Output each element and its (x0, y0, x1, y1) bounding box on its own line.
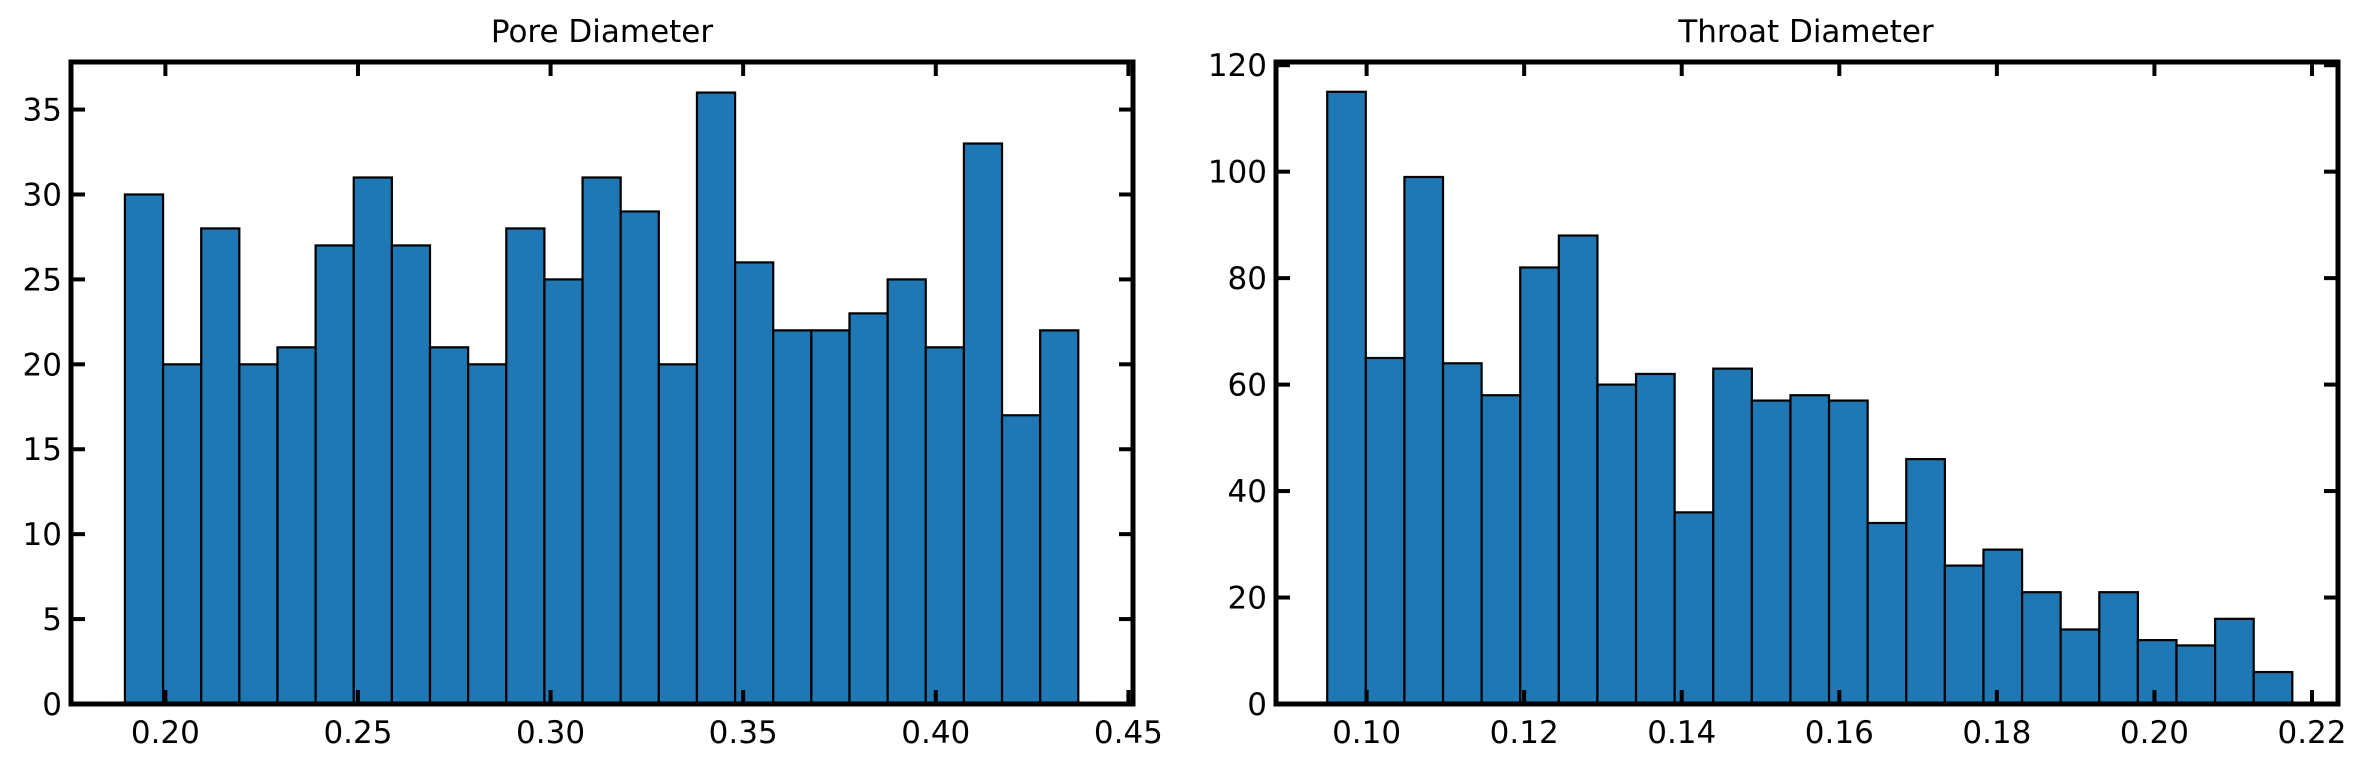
histogram-bar (581, 176, 622, 706)
y-tick-label: 0 (1247, 687, 1267, 723)
y-axis: 0 5 10 15 20 25 30 35 (23, 93, 1133, 723)
histogram-bar (314, 244, 355, 706)
histogram-bar (733, 261, 775, 706)
histogram-bar (848, 312, 889, 706)
pore-diameter-panel: Pore Diameter 0.20 0.25 0.30 0.35 0.40 0.45 0… (23, 14, 1163, 751)
histogram-bar (2136, 639, 2178, 706)
histogram-bar (123, 193, 165, 706)
histogram-bar (428, 346, 470, 706)
histogram-bar (1750, 399, 1792, 706)
y-tick-label: 120 (1208, 48, 1267, 84)
x-tick-label: 0.20 (2120, 715, 2189, 751)
histogram-bar (1982, 548, 2024, 706)
bars-group (1326, 90, 2294, 706)
histogram-bar (1364, 356, 1406, 706)
histogram-bar (619, 210, 660, 706)
x-tick-label: 0.40 (901, 715, 970, 751)
x-tick-label: 0.45 (1094, 715, 1163, 751)
y-tick-label: 60 (1228, 368, 1267, 404)
histogram-bar (1943, 564, 1985, 706)
y-tick-label: 5 (42, 602, 62, 638)
histogram-bar (1634, 372, 1676, 706)
throat-diameter-panel: Throat Diameter 0.10 0.12 0.14 0.16 0.18 0.20… (1208, 14, 2347, 751)
x-tick-label: 0.16 (1805, 715, 1874, 751)
histogram-bar (2020, 591, 2062, 706)
y-tick-label: 80 (1228, 261, 1267, 297)
x-tick-label: 0.35 (709, 715, 778, 751)
histogram-bar (810, 329, 851, 706)
x-axis: 0.10 0.12 0.14 0.16 0.18 0.20 0.22 (1332, 62, 2347, 751)
histogram-bar (2214, 617, 2255, 706)
y-tick-label: 40 (1228, 474, 1267, 510)
y-tick-label: 15 (23, 432, 62, 468)
histogram-bar (657, 363, 699, 706)
y-tick-label: 20 (1228, 581, 1267, 617)
histogram-bar (1557, 234, 1599, 706)
x-tick-label: 0.20 (131, 715, 200, 751)
histogram-bar (886, 278, 927, 706)
x-tick-label: 0.14 (1647, 715, 1716, 751)
x-tick-label: 0.22 (2277, 715, 2346, 751)
plot-frame (68, 59, 1136, 707)
x-axis: 0.20 0.25 0.30 0.35 0.40 0.45 (131, 62, 1163, 751)
histogram-bar (1326, 90, 1367, 706)
histogram-bar (2059, 628, 2101, 706)
chart-title: Throat Diameter (1677, 14, 1934, 50)
histogram-bar (1441, 362, 1483, 706)
histogram-bar (238, 363, 279, 706)
y-tick-label: 100 (1208, 155, 1267, 191)
histogram-bar (1000, 414, 1042, 706)
histogram-bar (2252, 670, 2294, 706)
histogram-bar (1673, 511, 1715, 706)
histogram-bar (1403, 175, 1445, 706)
x-tick-label: 0.12 (1490, 715, 1559, 751)
y-tick-label: 0 (42, 687, 62, 723)
histogram-bar (2098, 591, 2139, 706)
y-axis: 0 20 40 60 80 100 120 (1208, 48, 2338, 723)
bars-group (123, 91, 1080, 706)
histogram-bar (962, 142, 1004, 706)
histogram-bar (352, 176, 393, 706)
chart-title: Pore Diameter (491, 14, 714, 50)
x-tick-label: 0.18 (1962, 715, 2031, 751)
histogram-bar (924, 346, 965, 706)
histogram-bar (1827, 399, 1869, 706)
histogram-bar (390, 244, 432, 706)
histogram-bar (543, 278, 584, 706)
histogram-bar (200, 227, 241, 706)
y-tick-label: 10 (23, 517, 62, 553)
histogram-bar (467, 363, 508, 706)
histogram-bar (695, 91, 737, 706)
x-tick-label: 0.10 (1332, 715, 1401, 751)
histogram-bar (1596, 383, 1638, 706)
y-tick-label: 35 (23, 93, 62, 129)
histogram-bar (276, 346, 317, 706)
x-tick-label: 0.25 (323, 715, 392, 751)
histogram-bar (1712, 367, 1753, 706)
histogram-bar (161, 363, 203, 706)
histogram-bar (1789, 394, 1831, 706)
histogram-bar (1039, 329, 1080, 706)
y-tick-label: 25 (23, 262, 62, 298)
x-tick-label: 0.30 (516, 715, 585, 751)
histogram-bar (772, 329, 813, 706)
y-tick-label: 30 (23, 177, 62, 213)
y-tick-label: 20 (23, 347, 62, 383)
histogram-bar (1866, 521, 1908, 706)
histogram-bar (505, 227, 546, 706)
histogram-bar (1905, 458, 1946, 706)
histogram-bar (2175, 644, 2217, 706)
histogram-bar (1519, 266, 1560, 706)
histogram-bar (1480, 394, 1522, 706)
